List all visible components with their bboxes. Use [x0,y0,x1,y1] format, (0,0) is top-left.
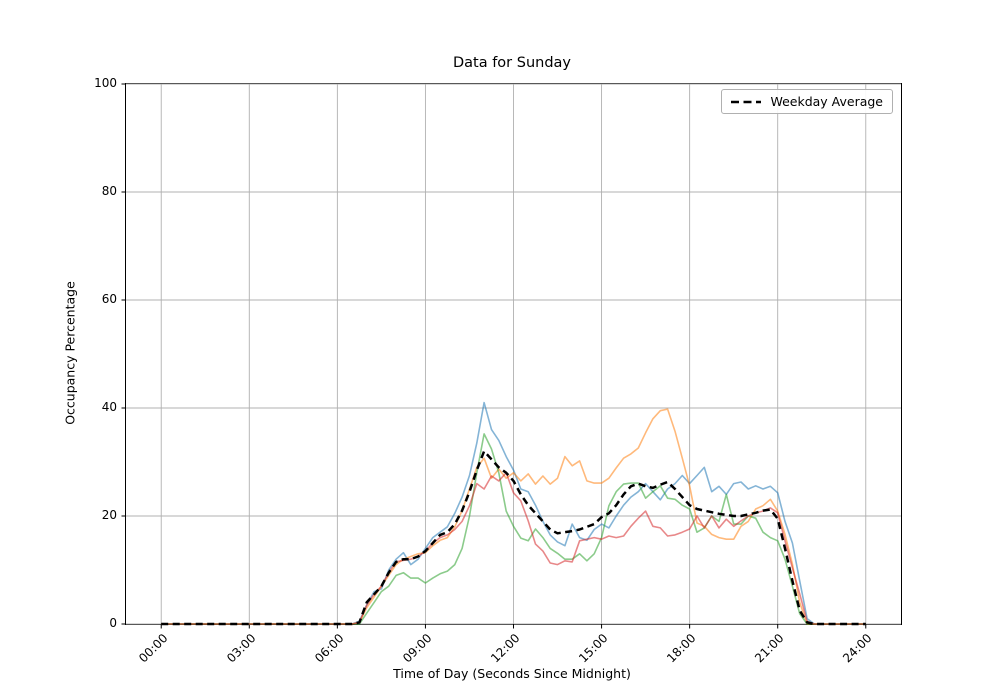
dashed-line-icon [731,100,762,103]
series-line-week-1-blue [161,401,866,625]
y-tick-label: 100 [94,76,117,90]
x-tick-label: 03:00 [223,631,259,666]
y-axis-label: Occupancy Percentage [62,281,78,425]
x-tick-label: 09:00 [399,631,435,666]
chart-title: Data for Sunday [452,55,572,71]
y-tick-label: 0 [109,616,117,630]
y-tick-label: 40 [101,400,117,414]
x-tick-label: 12:00 [488,631,523,666]
legend-label: Weekday Average [770,94,883,109]
x-axis-label: Time of Day (Seconds Since Midnight) [393,666,631,681]
y-tick-label: 80 [101,184,117,198]
legend: Weekday Average [721,89,893,114]
series-line-week-3-green [161,433,866,625]
x-tick-label: 21:00 [752,631,787,666]
y-tick-label: 60 [101,292,117,306]
series-line-Weekday Average [161,449,866,626]
plot-area [121,83,902,629]
x-tick-label: 24:00 [840,631,875,666]
y-tick-label: 20 [101,508,117,522]
x-tick-label: 00:00 [135,631,171,666]
x-tick-label: 06:00 [311,631,347,666]
plot-canvas [121,83,901,629]
x-tick-label: 15:00 [576,631,611,666]
x-tick-label: 18:00 [664,631,699,666]
